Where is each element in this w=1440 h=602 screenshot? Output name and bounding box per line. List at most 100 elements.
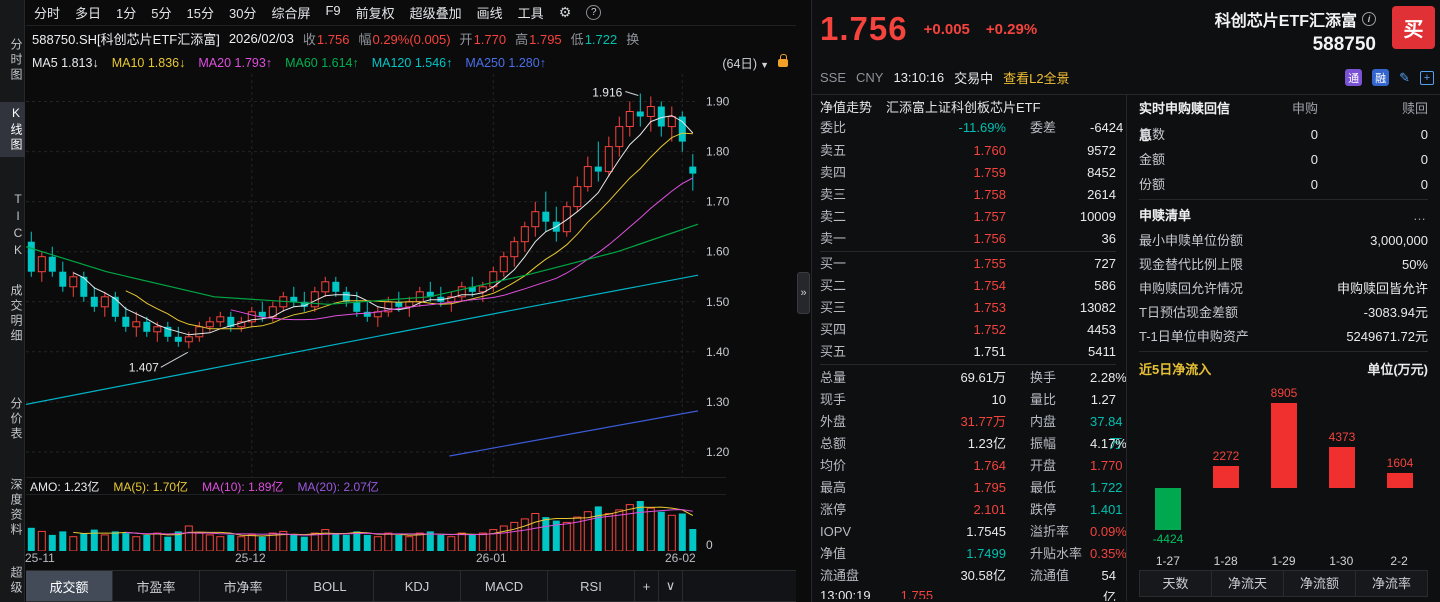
info-field: 开1.770 bbox=[459, 32, 507, 47]
order-book-row[interactable]: 买五 1.751 5411 bbox=[820, 344, 1116, 360]
info-field: 换 bbox=[626, 32, 640, 47]
nav-link-netvalue[interactable]: 净值走势 bbox=[820, 99, 873, 115]
indicator-tab-1[interactable]: 成交额 bbox=[26, 571, 113, 601]
toolbar-item-12[interactable]: 工具 bbox=[517, 6, 544, 21]
order-book-row[interactable]: 卖五 1.760 9572 bbox=[820, 143, 1116, 159]
indicator-tab-5[interactable]: KDJ bbox=[374, 571, 461, 601]
kline-chart[interactable]: 1.90 1.80 1.70 1.60 1.50 1.40 1.30 1.20 1.916 1.4… bbox=[26, 74, 796, 477]
collapse-indicator-icon[interactable]: ∨ bbox=[659, 571, 683, 601]
col-subscribe: 申购 bbox=[1291, 101, 1318, 116]
toolbar-item-7[interactable]: 综合屏 bbox=[271, 6, 311, 21]
fund-full-name[interactable]: 汇添富上证科创板芯片ETF bbox=[886, 99, 1041, 115]
help-icon[interactable]: ? bbox=[586, 5, 602, 20]
toolbar-item-1[interactable]: 分时 bbox=[34, 6, 61, 21]
svg-text:0: 0 bbox=[706, 538, 713, 551]
footer-tab-4[interactable]: 净流率 bbox=[1371, 576, 1411, 591]
more-icon[interactable]: … bbox=[1413, 208, 1428, 223]
netflow-xlabels: 1-27 1-28 1-29 1-30 2-2 bbox=[1139, 552, 1428, 570]
toolbar-item-4[interactable]: 5分 bbox=[151, 6, 172, 21]
toolbar-item-11[interactable]: 画线 bbox=[476, 6, 503, 21]
quote-subheader: SSE CNY 13:10:16 交易中 查看L2全景 通 融 ✎ + bbox=[820, 68, 1434, 87]
footer-tab-1[interactable]: 天数 bbox=[1140, 571, 1212, 596]
period-label: (64日) bbox=[722, 57, 758, 71]
trading-status: 交易中 bbox=[954, 71, 994, 86]
netflow-value: 2272 bbox=[1212, 449, 1240, 464]
indicator-tab-6[interactable]: MACD bbox=[461, 571, 548, 601]
sidebar-item-2[interactable]: K线图 bbox=[0, 102, 25, 157]
order-book-row[interactable]: 卖三 1.758 2614 bbox=[820, 187, 1116, 203]
quote-time: 13:10:16 bbox=[893, 70, 945, 85]
indicator-tab-2[interactable]: 市盈率 bbox=[113, 571, 200, 601]
redeem-list-header: 申赎清单 … bbox=[1139, 202, 1428, 229]
amo-ma20-value: MA(20): 2.07亿 bbox=[297, 480, 379, 494]
netflow-category: 1-29 bbox=[1271, 554, 1296, 568]
fund-info-panel: 实时申购赎回信息 申购 赎回 笔数 0 0 金额 0 0 份额 0 0 申赎清单 … 最小申赎单… bbox=[1127, 95, 1440, 601]
order-book-row[interactable]: 卖二 1.757 10009 bbox=[820, 209, 1116, 225]
toolbar-item-2[interactable]: 多日 bbox=[75, 6, 102, 21]
amo-value: AMO: 1.23亿 bbox=[30, 480, 100, 494]
toolbar: 分时 多日 1分 5分 15分 30分 综合屏 F9 前复权 超级叠加 画线 工具 ⚙ ? bbox=[26, 0, 796, 26]
tong-badge[interactable]: 通 bbox=[1345, 69, 1363, 86]
buy-button[interactable]: 买 bbox=[1392, 6, 1435, 49]
sidebar-item-7[interactable]: 超级 bbox=[9, 566, 23, 596]
chevron-down-icon: ▼ bbox=[760, 60, 769, 70]
sidebar-item-3[interactable]: TICK bbox=[11, 192, 25, 260]
order-book-row[interactable]: 买四 1.752 4453 bbox=[820, 322, 1116, 338]
quote-panel: 净值走势 汇添富上证科创板芯片ETF 委比 -11.69% 委差 -6424 卖… bbox=[812, 95, 1127, 601]
volume-chart[interactable]: 0 bbox=[26, 495, 796, 551]
price-block: 1.756 +0.005 +0.29% bbox=[820, 10, 1037, 48]
add-indicator-icon[interactable]: + bbox=[635, 571, 659, 601]
redeem-list-title: 申赎清单 bbox=[1139, 208, 1192, 223]
footer-tab-3[interactable]: 净流额 bbox=[1284, 571, 1356, 596]
redeem-row: T-1日单位申购资产 5249671.72元 bbox=[1139, 329, 1428, 344]
toolbar-item-9[interactable]: 前复权 bbox=[355, 6, 395, 21]
weicha-value: -6424 bbox=[1090, 120, 1124, 136]
volume-chart-area[interactable]: 0 bbox=[26, 495, 796, 551]
x-axis: 25-11 25-12 26-01 26-02 bbox=[25, 551, 796, 568]
subscription-header: 实时申购赎回信息 申购 赎回 bbox=[1139, 95, 1428, 143]
toolbar-item-6[interactable]: 30分 bbox=[228, 6, 257, 21]
sidebar-item-1[interactable]: 分时图 bbox=[9, 38, 23, 83]
edit-icon[interactable]: ✎ bbox=[1399, 69, 1410, 85]
collapse-handle[interactable]: » bbox=[797, 272, 810, 314]
order-book-row[interactable]: 卖一 1.756 36 bbox=[820, 231, 1116, 247]
netflow-title: 近5日净流入 bbox=[1139, 362, 1212, 377]
quote-nav-row: 净值走势 汇添富上证科创板芯片ETF bbox=[820, 95, 1116, 117]
netflow-value: 1604 bbox=[1386, 455, 1414, 470]
indicator-tab-4[interactable]: BOLL bbox=[287, 571, 374, 601]
footer-tab-2[interactable]: 净流天 bbox=[1212, 571, 1284, 596]
period-selector[interactable]: (64日) ▼ bbox=[722, 53, 769, 72]
indicator-tab-7[interactable]: RSI bbox=[548, 571, 635, 601]
ask-rows: 卖五 1.760 9572 卖四 1.759 8452 卖三 1.758 2614 卖二 1.757… bbox=[820, 139, 1116, 253]
left-rail: 分时图 K线图 TICK 成交明细分价表深度资料超级 bbox=[0, 0, 25, 602]
toolbar-item-5[interactable]: 15分 bbox=[186, 6, 214, 21]
info-field: 收1.756 bbox=[302, 32, 350, 47]
order-book-row[interactable]: 买三 1.753 13082 bbox=[820, 300, 1116, 316]
sidebar-item-5[interactable]: 分价表 bbox=[9, 397, 23, 442]
sidebar-item-6[interactable]: 深度资料 bbox=[9, 478, 23, 538]
info-icon[interactable]: i bbox=[1362, 12, 1376, 26]
netflow-bar bbox=[1213, 466, 1239, 488]
lock-icon[interactable] bbox=[778, 53, 788, 67]
rong-badge[interactable]: 融 bbox=[1372, 69, 1390, 86]
toolbar-item-8[interactable]: F9 bbox=[325, 3, 341, 18]
toolbar-item-10[interactable]: 超级叠加 bbox=[409, 6, 462, 21]
indicator-tab-3[interactable]: 市净率 bbox=[200, 571, 287, 601]
add-panel-icon[interactable]: + bbox=[1420, 70, 1434, 85]
order-book-row[interactable]: 买一 1.755 727 bbox=[820, 256, 1116, 272]
toolbar-item-3[interactable]: 1分 bbox=[116, 6, 137, 21]
order-book-row[interactable]: 买二 1.754 586 bbox=[820, 278, 1116, 294]
ma-items: MA5 1.813↓ MA10 1.836↓ MA20 1.793↑ MA60 1.6… bbox=[32, 56, 546, 70]
l2-panorama-link[interactable]: 查看L2全景 bbox=[1003, 71, 1070, 86]
sidebar-item-4[interactable]: 成交明细 bbox=[9, 284, 23, 344]
stat-row: 净值 1.7499 升贴水率 0.35% bbox=[820, 546, 1127, 562]
netflow-category: 1-28 bbox=[1213, 554, 1238, 568]
price-chart-area[interactable]: 1.90 1.80 1.70 1.60 1.50 1.40 1.30 1.20 1.916 1.4… bbox=[26, 74, 796, 477]
stat-rows: 总量 69.61万 换手 2.28% 现手 10 量比 1.27 外盘 31.77万 内盘 37.84… bbox=[820, 365, 1127, 601]
order-book-row[interactable]: 卖四 1.759 8452 bbox=[820, 165, 1116, 181]
subscription-row: 金额 0 0 bbox=[1139, 152, 1428, 167]
gear-icon[interactable]: ⚙ bbox=[558, 4, 572, 20]
netflow-value: 8905 bbox=[1270, 386, 1298, 401]
svg-text:1.70: 1.70 bbox=[706, 195, 730, 209]
